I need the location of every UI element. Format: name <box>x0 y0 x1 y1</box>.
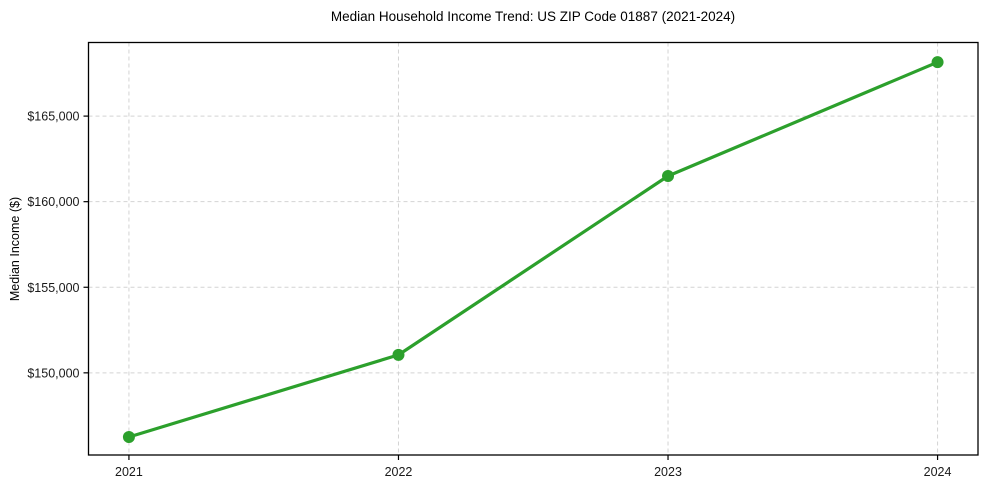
y-tick-label: $150,000 <box>27 366 79 380</box>
x-tick-label: 2023 <box>654 465 682 479</box>
trend-line <box>127 60 940 439</box>
data-point <box>392 348 405 361</box>
x-tick-label: 2022 <box>385 465 413 479</box>
chart-title: Median Household Income Trend: US ZIP Co… <box>331 9 735 24</box>
y-tick-label: $160,000 <box>27 195 79 209</box>
x-tick-label: 2021 <box>115 465 143 479</box>
plot-area: $150,000 $155,000 $160,000 $165,000 2021 2022… <box>27 41 979 479</box>
plot-frame <box>87 41 979 456</box>
data-point <box>662 170 675 183</box>
y-tick-label: $165,000 <box>27 110 79 124</box>
x-tick-label: 2024 <box>924 465 952 479</box>
data-point <box>931 56 944 69</box>
y-tick-label: $155,000 <box>27 281 79 295</box>
y-axis-label: Median Income ($) <box>8 197 22 301</box>
data-point <box>122 431 135 444</box>
